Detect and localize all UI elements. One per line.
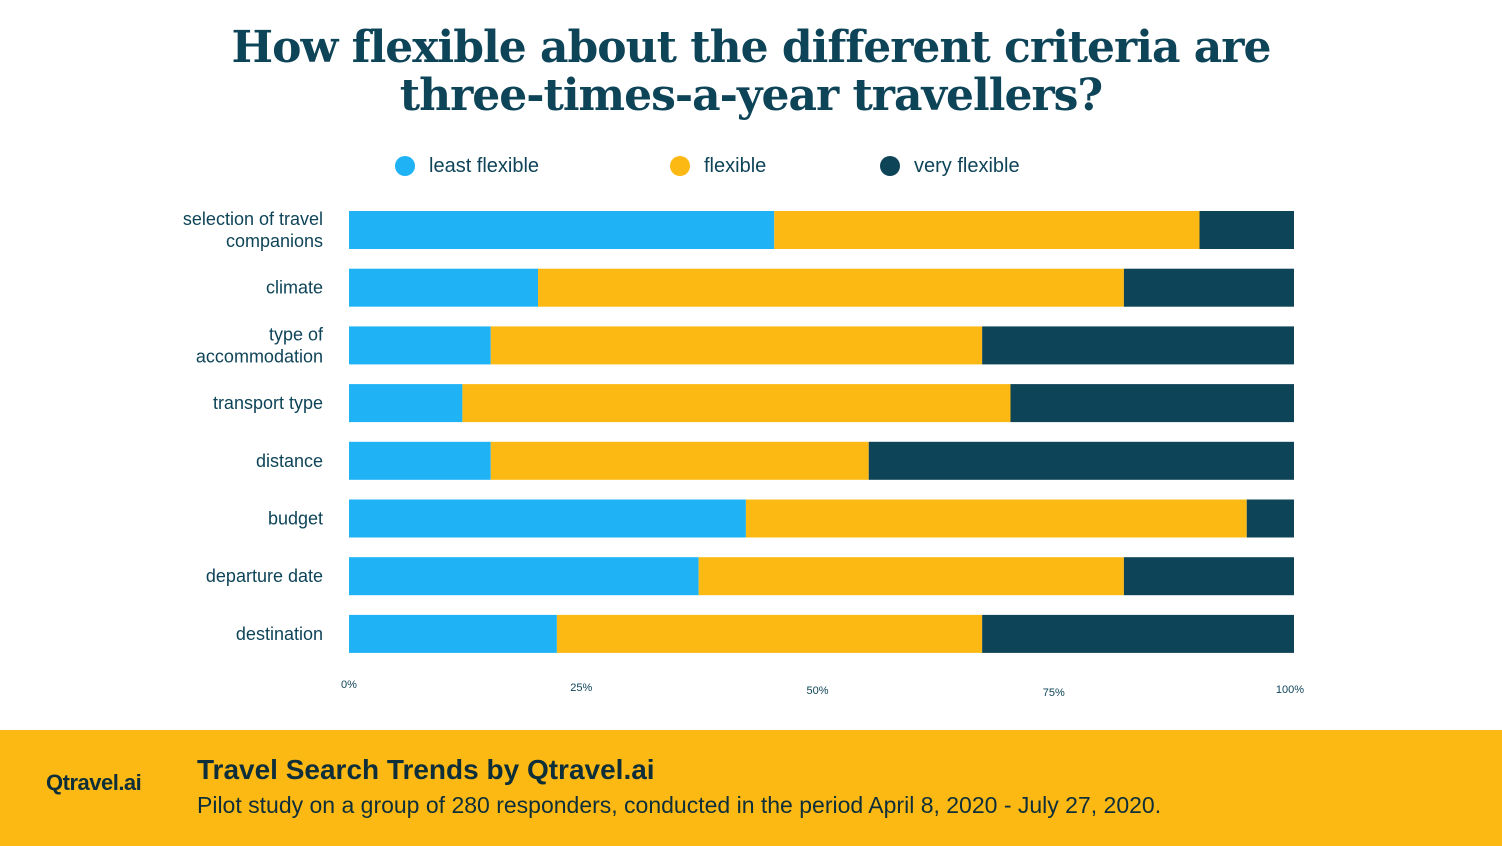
x-tick-label-1: 25%: [570, 682, 592, 694]
bar-segment-flexible-0: [774, 211, 1200, 249]
bar-segment-very-flexible-3: [1010, 384, 1294, 423]
footer-title: Travel Search Trends by Qtravel.ai: [197, 754, 655, 785]
footer-banner: Qtravel.ai Travel Search Trends by Qtrav…: [0, 730, 1502, 846]
bar-segment-flexible-7: [556, 614, 983, 653]
bar-segment-least-flexible-4: [349, 441, 491, 480]
category-label-5: budget: [268, 509, 323, 529]
category-label-0-line-1: companions: [226, 231, 323, 251]
bar-segment-very-flexible-7: [982, 614, 1294, 653]
x-tick-label-2: 50%: [806, 685, 828, 697]
bar-segment-flexible-5: [745, 499, 1247, 538]
footer-subtitle: Pilot study on a group of 280 responders…: [197, 792, 1162, 818]
bar-segment-least-flexible-1: [349, 268, 538, 307]
legend-item-very-flexible: very flexible: [880, 152, 1020, 180]
x-tick-label-3: 75%: [1043, 687, 1065, 699]
category-label-4: distance: [256, 451, 323, 471]
chart-title-line-2: three-times-a-year travellers?: [399, 70, 1103, 121]
legend-dot-very-flexible: [880, 156, 900, 176]
legend-item-least-flexible: least flexible: [395, 152, 539, 180]
x-tick-label-4: 100%: [1276, 684, 1304, 696]
bar-segment-least-flexible-3: [349, 384, 463, 423]
bar-segment-least-flexible-2: [349, 326, 491, 365]
bar-segment-very-flexible-0: [1199, 211, 1294, 249]
bar-segment-flexible-6: [698, 557, 1124, 596]
legend-label-very-flexible: very flexible: [914, 154, 1020, 177]
bar-segment-least-flexible-6: [349, 557, 699, 596]
category-label-2-line-0: type of: [269, 324, 324, 344]
bar-segment-least-flexible-7: [349, 614, 557, 653]
category-label-0-line-0: selection of travel: [183, 209, 323, 229]
legend-dot-least-flexible: [395, 156, 415, 176]
bar-segment-very-flexible-6: [1123, 557, 1294, 596]
chart-title-line-1: How flexible about the different criteri…: [231, 22, 1272, 73]
legend-item-flexible: flexible: [670, 152, 766, 180]
category-label-2-line-1: accommodation: [196, 346, 323, 366]
chart-title: How flexible about the different criteri…: [0, 24, 1502, 120]
legend-label-flexible: flexible: [704, 154, 767, 177]
x-tick-label-0: 0%: [341, 679, 357, 691]
bar-segment-very-flexible-5: [1246, 499, 1294, 538]
bar-segment-very-flexible-2: [982, 326, 1294, 365]
category-label-3: transport type: [213, 393, 323, 413]
bar-segment-flexible-3: [462, 384, 1011, 423]
brand-logo: Qtravel.ai: [46, 770, 142, 795]
bar-segment-least-flexible-0: [349, 211, 775, 249]
legend-label-least-flexible: least flexible: [429, 154, 540, 177]
bar-segment-very-flexible-1: [1123, 268, 1294, 307]
category-label-1: climate: [266, 278, 323, 298]
category-label-7: destination: [236, 624, 323, 644]
bar-segment-very-flexible-4: [868, 441, 1294, 480]
bar-segment-flexible-2: [490, 326, 983, 365]
category-label-6: departure date: [206, 566, 323, 586]
bar-segment-flexible-4: [490, 441, 869, 480]
bar-segment-flexible-1: [538, 268, 1124, 307]
legend-dot-flexible: [670, 156, 690, 176]
bar-segment-least-flexible-5: [349, 499, 746, 538]
